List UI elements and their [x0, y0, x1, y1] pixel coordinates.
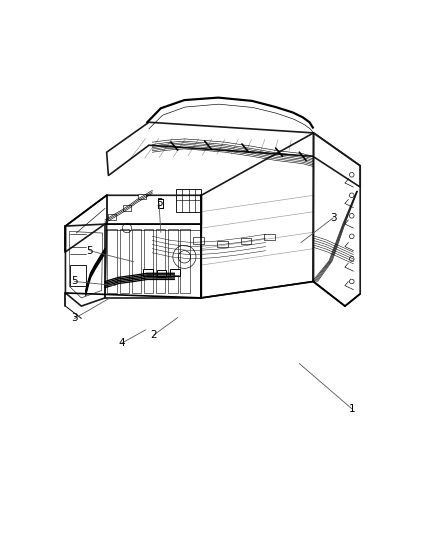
- Bar: [143, 269, 152, 276]
- Text: 3: 3: [329, 213, 336, 223]
- Bar: [264, 234, 275, 240]
- Bar: [123, 205, 131, 211]
- Text: 2: 2: [150, 330, 157, 340]
- Bar: [156, 270, 166, 277]
- Text: 4: 4: [118, 338, 125, 348]
- Text: 5: 5: [155, 198, 162, 208]
- Text: 3: 3: [71, 313, 78, 324]
- Text: 5: 5: [71, 277, 78, 286]
- Bar: [216, 240, 227, 247]
- Bar: [138, 194, 146, 199]
- Text: 1: 1: [348, 403, 354, 414]
- Text: 5: 5: [86, 246, 93, 256]
- Bar: [108, 214, 115, 220]
- Bar: [170, 269, 179, 276]
- Bar: [240, 238, 251, 244]
- Bar: [193, 237, 204, 244]
